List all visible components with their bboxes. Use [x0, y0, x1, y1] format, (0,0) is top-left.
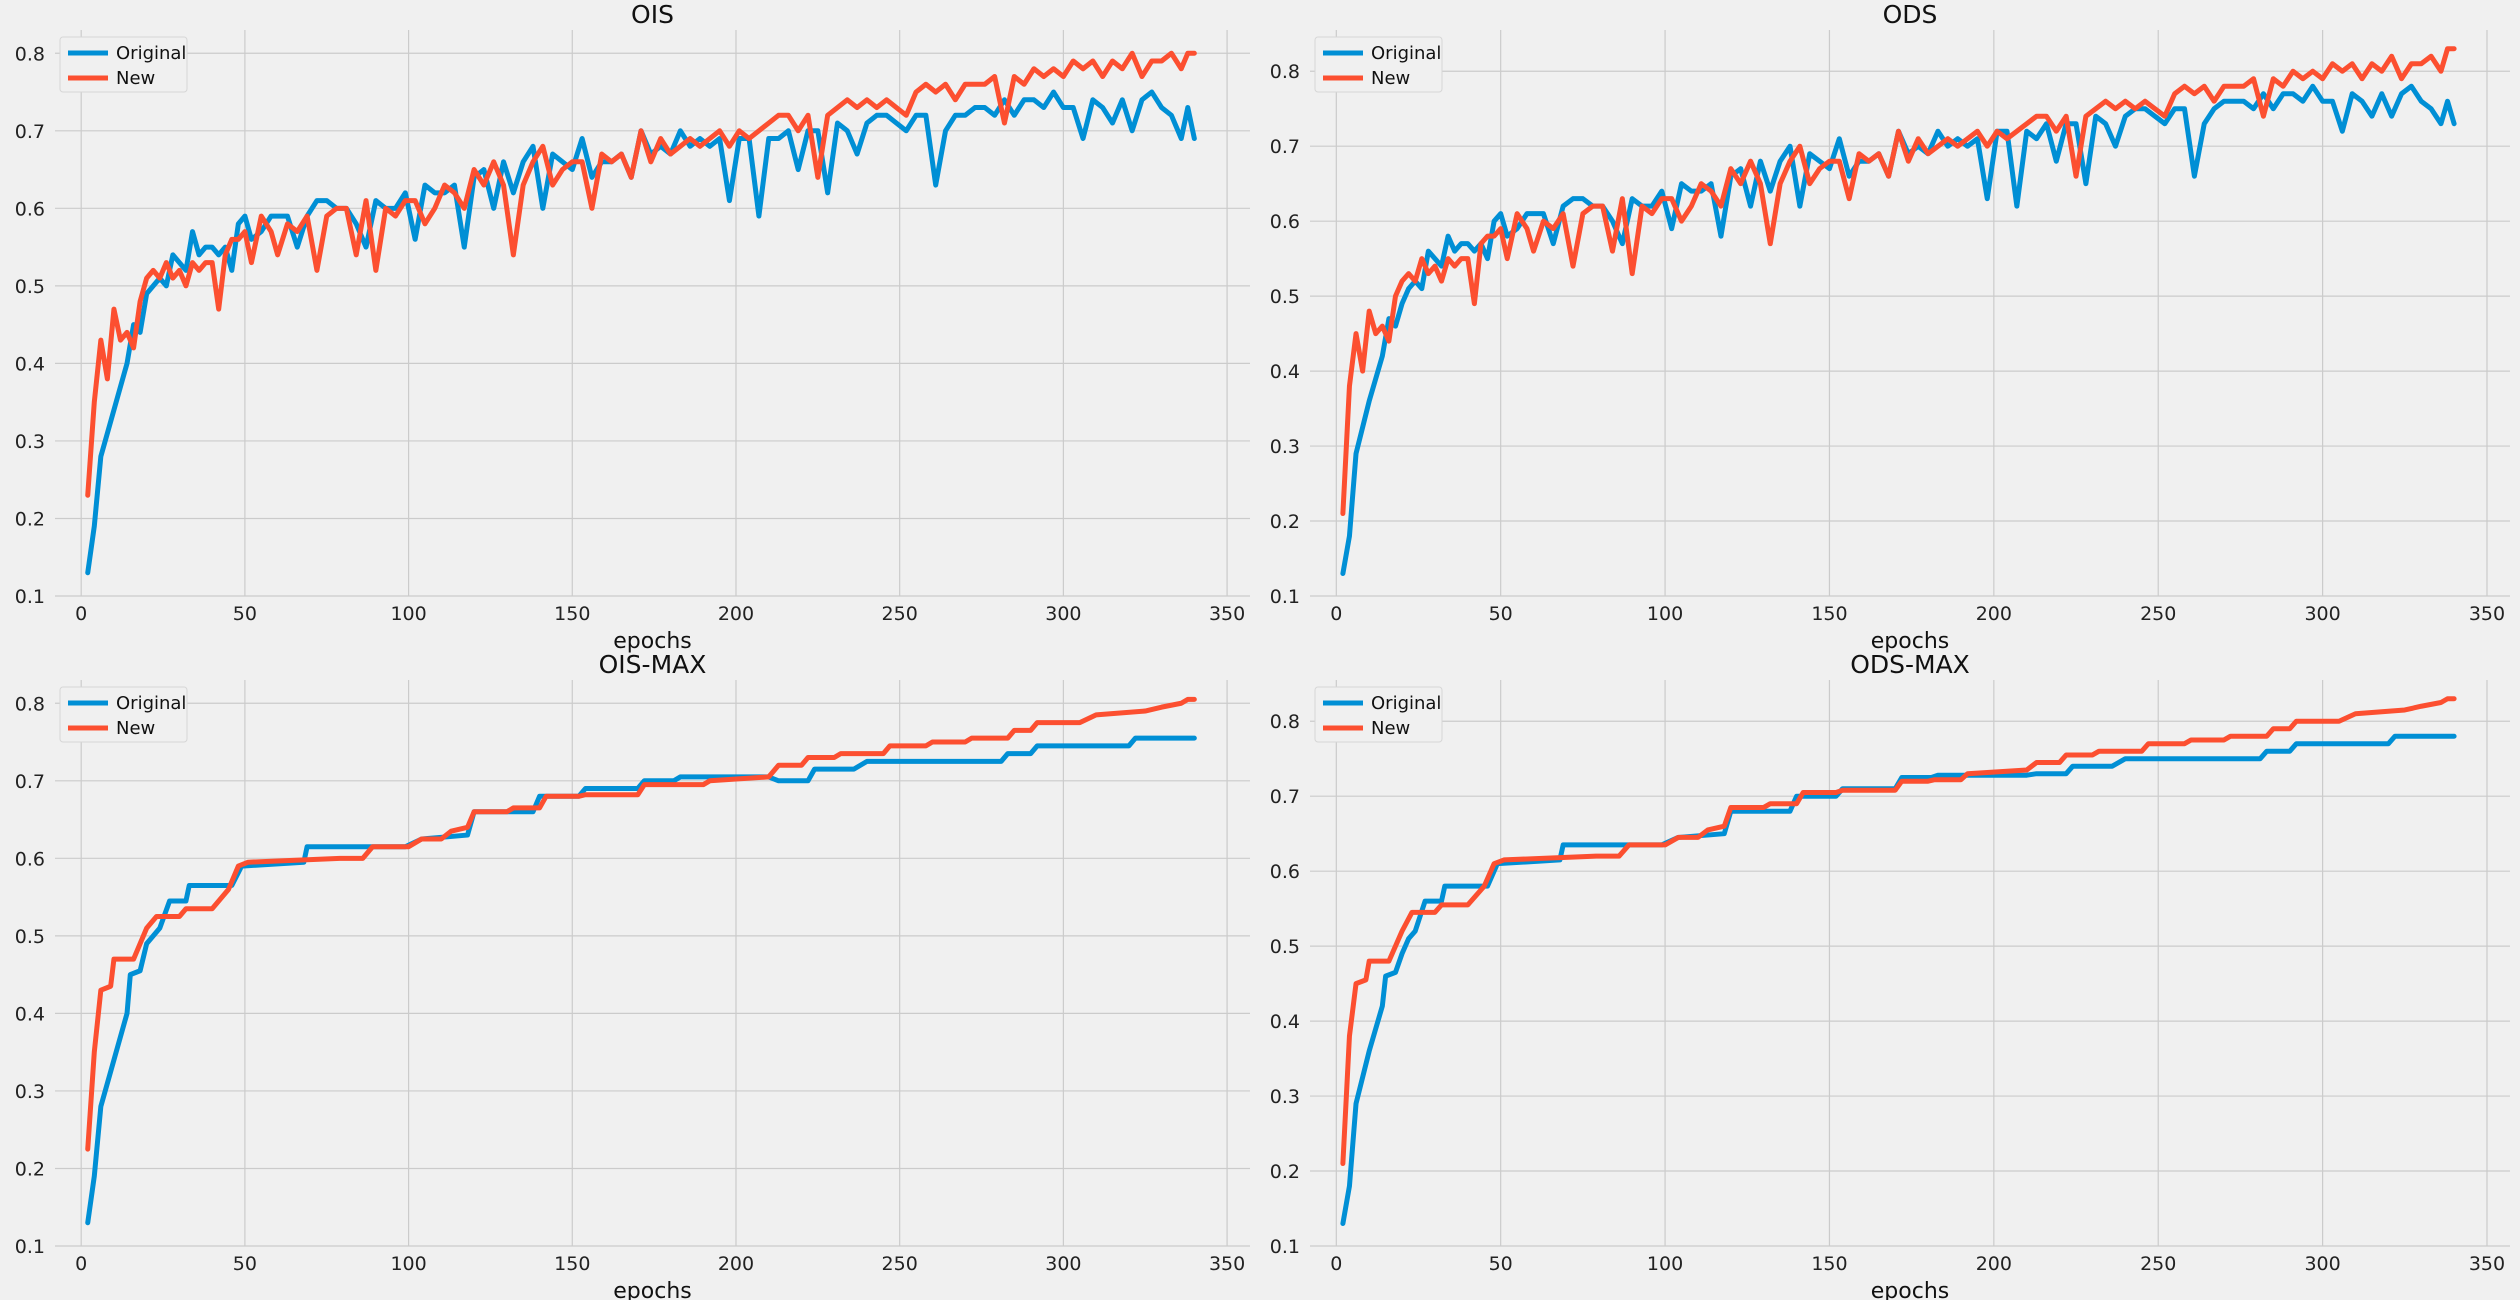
- x-tick-label: 0: [75, 603, 87, 625]
- y-tick-label: 0.6: [15, 198, 45, 220]
- x-tick-label: 250: [2140, 1253, 2176, 1275]
- legend-label-new: New: [1371, 68, 1410, 89]
- x-tick-label: 50: [1489, 1253, 1513, 1275]
- x-tick-label: 0: [1330, 1253, 1342, 1275]
- x-tick-label: 150: [1811, 603, 1847, 625]
- x-tick-label: 0: [75, 1253, 87, 1275]
- legend-label-original: Original: [116, 693, 186, 714]
- legend-label-new: New: [1371, 718, 1410, 739]
- legend: Original New: [1314, 686, 1443, 743]
- y-tick-label: 0.7: [15, 121, 45, 143]
- chart-title: ODS: [1883, 0, 1938, 29]
- x-tick-label: 300: [1045, 603, 1081, 625]
- series-line-new: [1340, 696, 2457, 1167]
- x-tick-label: 50: [233, 603, 257, 625]
- y-tick-label: 0.4: [15, 1003, 45, 1025]
- y-tick-label: 0.7: [15, 771, 45, 793]
- legend: Original New: [59, 686, 188, 743]
- x-tick-label: 50: [1489, 603, 1513, 625]
- chart-title: OIS-MAX: [599, 650, 707, 679]
- legend-label-new: New: [116, 68, 155, 89]
- legend-label-original: Original: [116, 43, 186, 64]
- x-axis-label: epochs: [1871, 1279, 1949, 1300]
- y-tick-label: 0.3: [15, 431, 45, 453]
- subplot-ois: 0 50 100 150 200 250 300 350 0.1 0.2 0.3 0.4 0.5 0.6 0…: [15, 0, 1250, 654]
- x-tick-label: 350: [1209, 603, 1245, 625]
- x-axis-label: epochs: [613, 629, 691, 654]
- x-tick-label: 150: [1811, 1253, 1847, 1275]
- x-tick-label: 150: [554, 603, 590, 625]
- x-tick-label: 200: [718, 1253, 754, 1275]
- x-tick-label: 350: [2469, 603, 2505, 625]
- y-tick-label: 0.2: [15, 1158, 45, 1180]
- y-tick-label: 0.3: [1270, 1086, 1300, 1108]
- series-line-new: [85, 50, 1197, 498]
- y-tick-label: 0.1: [1270, 586, 1300, 608]
- x-tick-label: 300: [2304, 603, 2340, 625]
- x-tick-label: 100: [1647, 1253, 1683, 1275]
- y-tick-label: 0.7: [1270, 786, 1300, 808]
- legend-label-new: New: [116, 718, 155, 739]
- y-tick-label: 0.6: [15, 848, 45, 870]
- x-tick-label: 350: [1209, 1253, 1245, 1275]
- y-tick-label: 0.6: [1270, 211, 1300, 233]
- y-tick-label: 0.8: [1270, 711, 1300, 733]
- x-tick-label: 350: [2469, 1253, 2505, 1275]
- y-tick-label: 0.4: [1270, 1011, 1300, 1033]
- y-tick-label: 0.4: [1270, 361, 1300, 383]
- legend: Original New: [1314, 36, 1443, 93]
- x-tick-label: 250: [2140, 603, 2176, 625]
- y-tick-label: 0.5: [15, 926, 45, 948]
- y-tick-label: 0.3: [1270, 436, 1300, 458]
- x-tick-label: 0: [1330, 603, 1342, 625]
- chart-title: ODS-MAX: [1850, 650, 1970, 679]
- legend: Original New: [59, 36, 188, 93]
- legend-label-original: Original: [1371, 693, 1441, 714]
- x-tick-label: 100: [1647, 603, 1683, 625]
- y-tick-label: 0.4: [15, 353, 45, 375]
- y-tick-label: 0.7: [1270, 136, 1300, 158]
- x-tick-label: 100: [390, 1253, 426, 1275]
- x-tick-label: 300: [1045, 1253, 1081, 1275]
- y-tick-label: 0.1: [15, 1236, 45, 1258]
- x-tick-label: 200: [1976, 603, 2012, 625]
- x-tick-label: 150: [554, 1253, 590, 1275]
- subplot-ois-max: 0 50 100 150 200 250 300 350 0.1 0.2 0.3 0.4 0.5 0.6 0…: [15, 650, 1250, 1300]
- x-tick-label: 300: [2304, 1253, 2340, 1275]
- y-tick-label: 0.5: [15, 276, 45, 298]
- y-tick-label: 0.5: [1270, 936, 1300, 958]
- x-tick-label: 200: [1976, 1253, 2012, 1275]
- y-tick-label: 0.8: [1270, 61, 1300, 83]
- y-tick-label: 0.1: [1270, 1236, 1300, 1258]
- chart-title: OIS: [631, 0, 674, 29]
- series-line-new: [85, 696, 1197, 1152]
- x-tick-label: 200: [718, 603, 754, 625]
- x-axis-label: epochs: [1871, 629, 1949, 654]
- y-tick-label: 0.1: [15, 586, 45, 608]
- series-line-new: [1340, 46, 2457, 517]
- y-tick-label: 0.5: [1270, 286, 1300, 308]
- y-tick-label: 0.2: [1270, 1161, 1300, 1183]
- x-axis-label: epochs: [613, 1279, 691, 1300]
- y-tick-label: 0.8: [15, 43, 45, 65]
- y-tick-label: 0.6: [1270, 861, 1300, 883]
- x-tick-label: 250: [882, 1253, 918, 1275]
- legend-label-original: Original: [1371, 43, 1441, 64]
- series-line-original: [1340, 733, 2457, 1227]
- x-tick-label: 250: [882, 603, 918, 625]
- y-tick-label: 0.3: [15, 1081, 45, 1103]
- x-tick-label: 100: [390, 603, 426, 625]
- x-tick-label: 50: [233, 1253, 257, 1275]
- y-tick-label: 0.2: [15, 508, 45, 530]
- subplot-ods-max: 0 50 100 150 200 250 300 350 0.1 0.2 0.3 0.4 0.5 0.6 0…: [1270, 650, 2510, 1300]
- subplot-ods: 0 50 100 150 200 250 300 350 0.1 0.2 0.3 0.4 0.5 0.6 0…: [1270, 0, 2510, 654]
- y-tick-label: 0.8: [15, 693, 45, 715]
- y-tick-label: 0.2: [1270, 511, 1300, 533]
